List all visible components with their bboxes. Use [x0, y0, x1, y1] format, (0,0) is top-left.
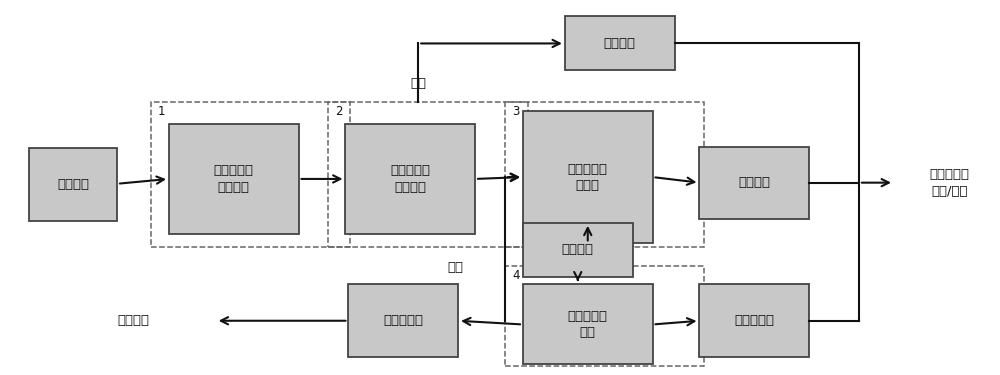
Text: 3: 3	[512, 105, 519, 118]
Text: 剔除: 剔除	[410, 77, 426, 90]
Text: 豁免排放: 豁免排放	[117, 314, 149, 327]
Text: 回用: 回用	[447, 261, 463, 274]
Text: 淋洗废液: 淋洗废液	[562, 243, 594, 256]
Text: 污土筛分减
容前处理: 污土筛分减 容前处理	[390, 164, 430, 194]
Text: 4: 4	[512, 268, 519, 282]
Text: 污土分级淋
洗去污: 污土分级淋 洗去污	[568, 162, 608, 192]
FancyBboxPatch shape	[523, 284, 653, 364]
Text: 豁免或分类
处理/处置: 豁免或分类 处理/处置	[930, 168, 970, 198]
Text: 处理后液体: 处理后液体	[383, 314, 423, 327]
Bar	[328, 102, 528, 247]
Text: 污土粒度分
级与分析: 污土粒度分 级与分析	[214, 164, 254, 194]
FancyBboxPatch shape	[29, 148, 117, 221]
Text: 处理后沉淀: 处理后沉淀	[734, 314, 774, 327]
FancyBboxPatch shape	[345, 124, 475, 234]
Bar	[151, 102, 350, 247]
Text: 免洗土壤: 免洗土壤	[604, 37, 636, 50]
Bar	[505, 266, 704, 366]
FancyBboxPatch shape	[348, 284, 458, 357]
Text: 污染土壤: 污染土壤	[57, 178, 89, 191]
Text: 废液处理与
回用: 废液处理与 回用	[568, 309, 608, 339]
Text: 洗后残渣: 洗后残渣	[738, 176, 770, 189]
FancyBboxPatch shape	[523, 111, 653, 243]
FancyBboxPatch shape	[699, 147, 809, 219]
Text: 1: 1	[158, 105, 165, 118]
FancyBboxPatch shape	[523, 223, 633, 277]
Text: 2: 2	[335, 105, 343, 118]
FancyBboxPatch shape	[169, 124, 299, 234]
FancyBboxPatch shape	[699, 284, 809, 357]
Bar	[505, 102, 704, 247]
FancyBboxPatch shape	[565, 16, 675, 70]
